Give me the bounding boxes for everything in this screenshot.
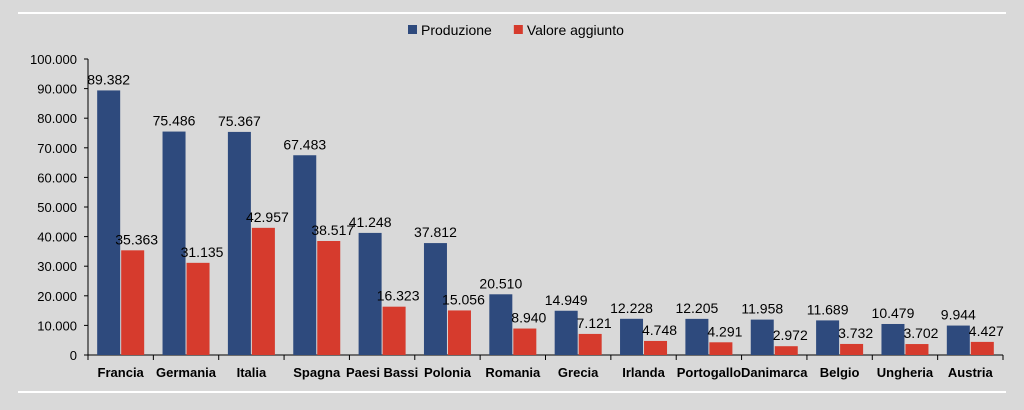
data-label-valore-aggiunto: 16.323 xyxy=(377,288,420,304)
x-tick-label: Romania xyxy=(485,365,541,380)
x-tick-label: Ungheria xyxy=(877,365,934,380)
data-label-produzione: 11.958 xyxy=(741,301,783,317)
bar-produzione xyxy=(881,323,905,355)
top-rule xyxy=(18,12,1006,14)
x-tick-label: Spagna xyxy=(293,365,341,380)
data-label-valore-aggiunto: 31.135 xyxy=(181,244,224,260)
bar-produzione xyxy=(946,325,970,355)
x-tick-label: Paesi Bassi xyxy=(346,365,418,380)
data-label-valore-aggiunto: 7.121 xyxy=(577,315,612,331)
bar-valore-aggiunto xyxy=(644,340,668,355)
data-label-valore-aggiunto: 3.732 xyxy=(838,325,873,341)
bar-valore-aggiunto xyxy=(447,310,471,355)
bar-valore-aggiunto xyxy=(317,240,341,355)
legend-label: Produzione xyxy=(421,22,492,38)
legend-label: Valore aggiunto xyxy=(527,22,624,38)
bar-produzione xyxy=(162,131,186,355)
y-tick-label: 30.000 xyxy=(37,259,77,274)
bar-produzione xyxy=(554,310,578,355)
bar-produzione xyxy=(358,232,382,355)
data-label-valore-aggiunto: 15.056 xyxy=(442,291,485,307)
y-tick-label: 100.000 xyxy=(30,52,77,67)
data-label-valore-aggiunto: 8.940 xyxy=(511,310,546,326)
x-tick-label: Italia xyxy=(237,365,267,380)
data-label-valore-aggiunto: 35.363 xyxy=(115,231,158,247)
data-label-produzione: 75.486 xyxy=(153,113,196,129)
data-label-valore-aggiunto: 2.972 xyxy=(773,327,808,343)
x-tick-label: Grecia xyxy=(558,365,599,380)
data-label-produzione: 9.944 xyxy=(941,307,976,323)
x-tick-label: Belgio xyxy=(820,365,860,380)
y-tick-label: 10.000 xyxy=(37,318,77,333)
data-label-produzione: 11.689 xyxy=(807,301,849,317)
bar-valore-aggiunto xyxy=(905,344,929,355)
data-label-produzione: 12.228 xyxy=(610,300,653,316)
y-tick-label: 0 xyxy=(70,348,77,363)
bar-valore-aggiunto xyxy=(970,341,994,355)
y-tick-label: 60.000 xyxy=(37,170,77,185)
data-label-valore-aggiunto: 4.748 xyxy=(642,322,677,338)
data-label-valore-aggiunto: 4.427 xyxy=(969,323,1004,339)
bar-produzione xyxy=(489,294,513,355)
legend-swatch xyxy=(408,25,417,34)
bar-produzione xyxy=(685,318,709,355)
bar-produzione xyxy=(423,243,447,355)
y-tick-label: 70.000 xyxy=(37,141,77,156)
data-label-produzione: 41.248 xyxy=(349,214,392,230)
bar-valore-aggiunto xyxy=(186,262,210,355)
bar-produzione xyxy=(816,320,840,355)
y-tick-label: 20.000 xyxy=(37,289,77,304)
legend-swatch xyxy=(513,25,523,34)
bar-produzione xyxy=(620,318,644,355)
data-label-valore-aggiunto: 3.702 xyxy=(903,325,938,341)
data-label-produzione: 75.367 xyxy=(218,113,261,129)
bar-valore-aggiunto xyxy=(840,343,864,355)
data-label-valore-aggiunto: 42.957 xyxy=(246,209,289,225)
bar-produzione xyxy=(293,155,317,355)
bar-valore-aggiunto xyxy=(382,306,406,355)
data-label-produzione: 37.812 xyxy=(414,224,457,240)
bar-produzione xyxy=(750,319,774,355)
bar-produzione xyxy=(97,90,121,355)
bar-valore-aggiunto xyxy=(709,342,733,355)
data-label-produzione: 89.382 xyxy=(87,71,130,87)
y-tick-label: 90.000 xyxy=(37,82,77,97)
data-label-produzione: 20.510 xyxy=(479,275,522,291)
data-label-produzione: 10.479 xyxy=(872,305,915,321)
y-tick-label: 40.000 xyxy=(37,230,77,245)
bar-valore-aggiunto xyxy=(578,333,602,355)
bar-valore-aggiunto xyxy=(774,346,798,355)
data-label-produzione: 67.483 xyxy=(283,136,326,152)
data-label-valore-aggiunto: 4.291 xyxy=(707,323,742,339)
bar-produzione xyxy=(227,131,251,355)
x-tick-label: Germania xyxy=(156,365,217,380)
bar-valore-aggiunto xyxy=(121,250,145,355)
y-tick-label: 80.000 xyxy=(37,111,77,126)
x-tick-label: Austria xyxy=(948,365,994,380)
bar-valore-aggiunto xyxy=(513,328,537,355)
data-label-produzione: 12.205 xyxy=(675,300,718,316)
data-label-produzione: 14.949 xyxy=(545,292,588,308)
bottom-rule xyxy=(18,391,1006,393)
x-tick-label: Portogallo xyxy=(677,365,741,380)
y-tick-label: 50.000 xyxy=(37,200,77,215)
x-tick-label: Irlanda xyxy=(622,365,665,380)
x-tick-label: Francia xyxy=(98,365,145,380)
data-label-valore-aggiunto: 38.517 xyxy=(311,222,354,238)
x-tick-label: Polonia xyxy=(424,365,472,380)
x-tick-label: Danimarca xyxy=(741,365,808,380)
bar-valore-aggiunto xyxy=(251,227,275,355)
